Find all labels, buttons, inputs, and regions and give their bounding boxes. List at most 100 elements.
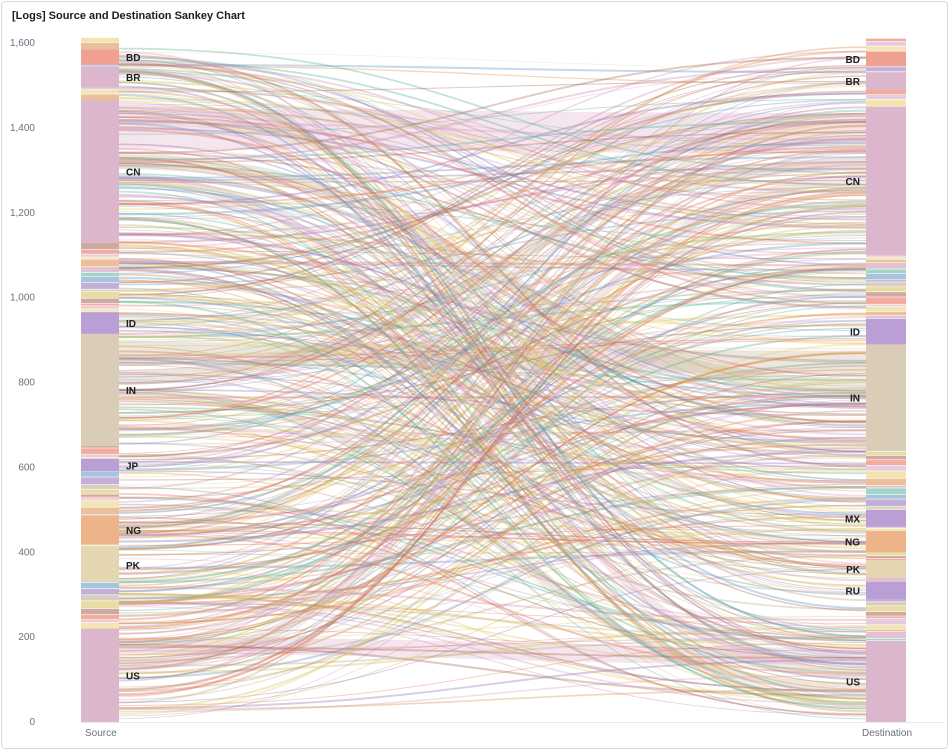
flow-thread — [118, 216, 867, 526]
flow-thread — [118, 124, 867, 670]
flow-thread — [118, 260, 867, 267]
destination-segment — [866, 287, 906, 292]
flow-thread — [118, 631, 867, 655]
y-tick-label: 1,200 — [10, 208, 35, 219]
flow-thread — [118, 81, 867, 229]
flow-thread — [118, 472, 867, 639]
flow-thread — [118, 262, 867, 423]
flow-thread — [118, 110, 867, 409]
flow-thread — [118, 529, 867, 545]
flow-thread — [118, 190, 867, 696]
flow-thread — [118, 151, 867, 378]
flow-thread — [118, 229, 867, 489]
flow-thread — [118, 161, 867, 371]
flow-thread — [118, 205, 867, 691]
flow-thread — [118, 371, 867, 559]
flow-thread — [118, 56, 867, 283]
flow-thread — [118, 352, 867, 641]
flow-thread — [118, 430, 867, 438]
flow-thread — [118, 87, 867, 204]
flow-thread — [118, 535, 867, 548]
flow-thread — [118, 280, 867, 416]
flow-thread — [118, 241, 867, 442]
source-node-in — [81, 333, 119, 447]
flow-thread — [118, 183, 867, 591]
flow-thread — [118, 121, 867, 141]
flow-thread — [118, 241, 867, 569]
flow-thread — [118, 601, 867, 706]
flow-thread — [118, 114, 867, 270]
source-node-bd — [81, 49, 119, 65]
flow-thread — [118, 168, 867, 236]
source-segment — [81, 249, 119, 254]
destination-segment — [866, 257, 906, 260]
flow-thread — [118, 69, 867, 393]
flow-thread — [118, 110, 867, 185]
destination-segment — [866, 558, 906, 561]
flow-thread — [118, 229, 867, 528]
flow-thread — [118, 338, 867, 359]
source-label-in: IN — [126, 386, 136, 397]
flow-thread — [118, 148, 867, 535]
flow-thread — [118, 63, 867, 266]
flow-thread — [118, 165, 867, 481]
source-segment — [81, 309, 119, 312]
flow-thread — [118, 97, 867, 193]
flow-thread — [118, 568, 867, 703]
destination-segment — [866, 304, 906, 306]
flow-thread — [118, 289, 867, 384]
flow-thread — [118, 160, 867, 244]
flow-thread — [118, 199, 867, 242]
flow-thread — [118, 65, 867, 225]
destination-segment — [866, 46, 906, 51]
flow-thread — [118, 106, 867, 490]
flow-thread — [118, 225, 867, 345]
flow-thread — [118, 217, 867, 708]
flow-us-cn — [119, 174, 866, 670]
flow-thread — [118, 375, 867, 647]
flow-thread — [118, 262, 867, 364]
flow-thread — [118, 262, 867, 548]
flow-thread — [118, 138, 867, 512]
destination-segment — [866, 616, 906, 618]
flow-thread — [118, 436, 867, 600]
flow-thread — [118, 398, 867, 570]
flow-thread — [118, 51, 867, 658]
flow-thread — [118, 120, 867, 161]
destination-node-ng — [866, 531, 906, 553]
flow-thread — [118, 167, 867, 182]
source-node-us — [81, 628, 119, 722]
flow-thread — [118, 426, 867, 623]
flow-thread — [118, 304, 867, 450]
flow-thread — [118, 120, 867, 366]
destination-node-cn — [866, 106, 906, 256]
flow-thread — [118, 66, 867, 535]
flow-thread — [118, 185, 867, 522]
flow-thread — [118, 541, 867, 599]
flow-thread — [118, 365, 867, 661]
source-segment — [81, 276, 119, 283]
flow-thread — [118, 525, 867, 545]
flow-thread — [118, 131, 867, 414]
flow-thread — [118, 120, 867, 221]
destination-segment — [866, 625, 906, 629]
flow-thread — [118, 389, 867, 575]
flow-thread — [118, 409, 867, 675]
destination-label-us: US — [846, 678, 860, 689]
flow-thread — [118, 206, 867, 483]
flow-thread — [118, 628, 867, 652]
flow-thread — [118, 93, 867, 528]
flow-thread — [118, 71, 867, 671]
source-segment — [81, 582, 119, 589]
source-label-us: US — [126, 671, 140, 682]
flow-thread — [118, 321, 867, 337]
flow-thread — [118, 279, 867, 543]
source-segment — [81, 454, 119, 458]
flow-thread — [118, 371, 867, 693]
destination-segment — [866, 41, 906, 46]
source-node-br — [81, 66, 119, 88]
flow-thread — [118, 499, 867, 679]
destination-label-pk: PK — [846, 565, 861, 576]
flow-thread — [118, 75, 867, 392]
